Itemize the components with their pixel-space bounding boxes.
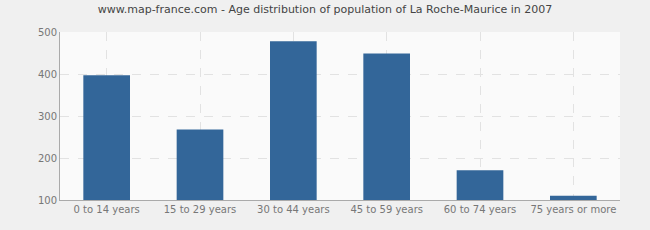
svg-text:www.map-france.com - Age distr: www.map-france.com - Age distribution of… bbox=[98, 3, 553, 16]
svg-text:45 to 59 years: 45 to 59 years bbox=[350, 204, 423, 215]
svg-text:300: 300 bbox=[38, 111, 57, 122]
svg-text:100: 100 bbox=[38, 195, 57, 206]
svg-text:200: 200 bbox=[38, 153, 57, 164]
svg-text:75 years or more: 75 years or more bbox=[530, 204, 616, 215]
svg-text:400: 400 bbox=[38, 69, 57, 80]
svg-text:30 to 44 years: 30 to 44 years bbox=[257, 204, 330, 215]
svg-text:15 to 29 years: 15 to 29 years bbox=[164, 204, 237, 215]
svg-text:500: 500 bbox=[38, 27, 57, 38]
svg-text:0 to 14 years: 0 to 14 years bbox=[74, 204, 140, 215]
svg-text:60 to 74 years: 60 to 74 years bbox=[444, 204, 517, 215]
